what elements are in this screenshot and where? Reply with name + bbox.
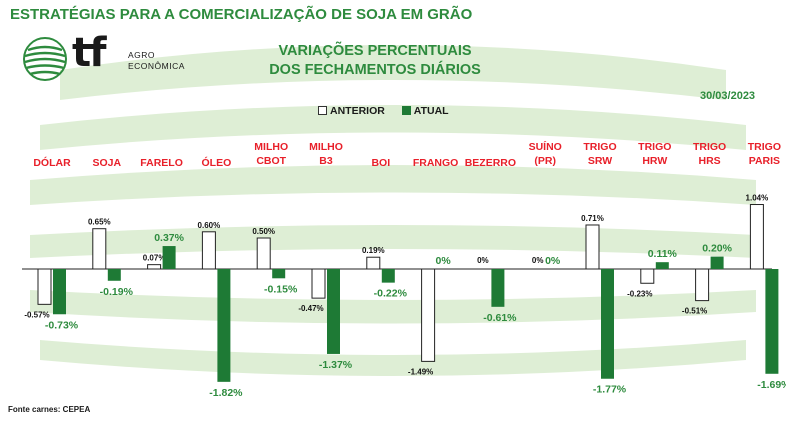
subtitle-line1: VARIAÇÕES PERCENTUAIS [278, 43, 472, 59]
logo-mark: tf [72, 30, 107, 76]
data-label-anterior: -0.57% [24, 310, 49, 319]
category-label: HRS [699, 155, 721, 167]
bar-anterior [695, 268, 710, 302]
category-label: TRIGO [693, 141, 726, 153]
bar-atual [217, 269, 231, 382]
globe-logo-icon [23, 37, 67, 81]
bar-anterior [256, 237, 271, 270]
logo-line1: AGRO [128, 50, 156, 60]
subtitle-line2: DOS FECHAMENTOS DIÁRIOS [269, 62, 481, 78]
bar-anterior [749, 204, 764, 270]
category-label: TRIGO [583, 141, 616, 153]
bar-anterior [366, 256, 381, 270]
category-label: HRW [642, 155, 667, 167]
category-label: (PR) [534, 155, 556, 167]
data-label-anterior: 1.04% [746, 194, 769, 203]
category-label: FRANGO [413, 157, 459, 169]
category-label: SOJA [93, 157, 122, 169]
bar-atual [107, 269, 121, 281]
logo: tf AGRO ECONÔMICA [22, 30, 185, 82]
data-label-atual: 0.20% [702, 243, 732, 255]
bar-atual [765, 269, 779, 374]
data-label-atual: -0.61% [483, 312, 517, 324]
bar-anterior [640, 268, 655, 284]
bar-anterior [201, 231, 216, 270]
category-label: TRIGO [748, 141, 781, 153]
category-label: B3 [319, 155, 333, 167]
data-label-anterior: 0.07% [143, 254, 166, 263]
bar-anterior [585, 224, 600, 270]
category-label: DÓLAR [33, 156, 71, 169]
data-label-atual: 0.37% [154, 232, 184, 244]
bar-anterior [92, 228, 107, 270]
bar-atual [491, 269, 505, 307]
bar-atual [162, 246, 176, 269]
data-label-anterior: 0.60% [198, 221, 221, 230]
report-date: 30/03/2023 [700, 90, 756, 102]
data-label-atual: -0.22% [374, 288, 408, 300]
chart-legend: ANTERIOR ATUAL [318, 105, 463, 117]
data-label-atual: -0.19% [100, 286, 134, 298]
bar-atual [655, 262, 669, 269]
data-label-anterior: -1.49% [408, 367, 433, 376]
logo-text: AGRO ECONÔMICA [128, 50, 185, 72]
page-title: ESTRATÉGIAS PARA A COMERCIALIZAÇÃO DE SO… [10, 6, 473, 23]
bar-atual [381, 269, 395, 283]
legend-label-atual: ATUAL [413, 105, 449, 117]
data-label-anterior: -0.23% [627, 289, 652, 298]
data-label-anterior: 0.50% [252, 227, 275, 236]
data-label-anterior: -0.47% [298, 304, 323, 313]
legend-swatch-anterior [318, 106, 327, 115]
bar-anterior [37, 268, 52, 305]
category-label: BOI [371, 157, 390, 169]
category-label: SRW [588, 155, 612, 167]
category-label: BEZERRO [465, 157, 516, 169]
bar-anterior [147, 264, 162, 270]
chart-subtitle: VARIAÇÕES PERCENTUAIS DOS FECHAMENTOS DI… [240, 42, 510, 80]
bar-atual [710, 256, 724, 269]
bar-atual [272, 269, 286, 279]
category-label: SUÍNO [529, 140, 562, 153]
legend-item-anterior: ANTERIOR [318, 105, 385, 117]
logo-line2: ECONÔMICA [128, 61, 185, 71]
category-label: MILHO [254, 141, 288, 153]
bar-anterior [421, 268, 436, 362]
bar-atual [53, 269, 66, 315]
source-footnote: Fonte carnes: CEPEA [8, 405, 91, 414]
data-label-atual: 0% [436, 255, 452, 267]
data-label-anterior: 0% [532, 256, 544, 265]
data-label-anterior: -0.51% [682, 307, 707, 316]
data-label-atual: -0.73% [45, 319, 79, 331]
category-label: ÓLEO [202, 156, 232, 169]
data-label-anterior: 0% [477, 256, 489, 265]
category-label: FARELO [140, 157, 183, 169]
data-label-atual: 0.11% [648, 248, 678, 260]
category-label: TRIGO [638, 141, 671, 153]
data-label-anterior: 0.71% [581, 214, 604, 223]
legend-swatch-atual [401, 106, 411, 115]
data-label-anterior: 0.65% [88, 218, 111, 227]
data-label-atual: -1.77% [593, 384, 627, 396]
bar-atual [601, 269, 614, 379]
category-label: PARIS [749, 155, 780, 167]
legend-item-atual: ATUAL [401, 105, 449, 117]
bar-atual [327, 269, 340, 354]
data-label-atual: -1.69% [757, 379, 786, 391]
data-label-atual: -1.37% [319, 359, 353, 371]
data-label-atual: 0% [545, 255, 561, 267]
bar-anterior [311, 268, 326, 299]
category-label: MILHO [309, 141, 343, 153]
data-label-atual: -1.82% [209, 387, 243, 399]
data-label-atual: -0.15% [264, 283, 298, 295]
legend-label-anterior: ANTERIOR [330, 105, 385, 117]
data-label-anterior: 0.19% [362, 246, 385, 255]
category-label: CBOT [256, 155, 286, 167]
